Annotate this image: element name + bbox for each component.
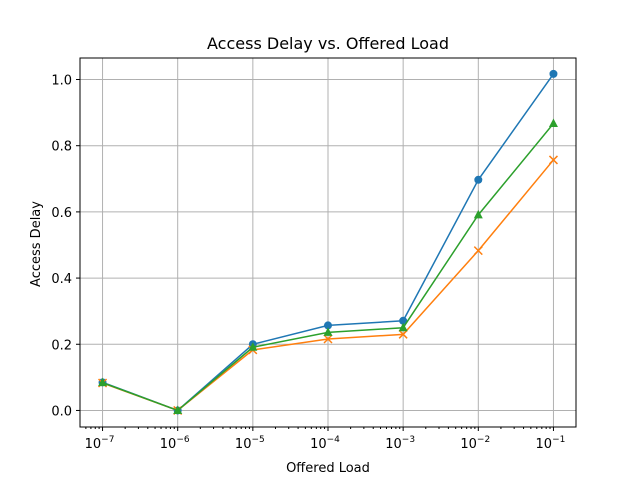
x-ticks: 10−7 10−6 10−5 10−4 10−3 10−2 10−1 bbox=[85, 427, 566, 452]
chart-title: Access Delay vs. Offered Load bbox=[207, 34, 449, 53]
data-point bbox=[248, 342, 258, 351]
y-tick-label: 0.6 bbox=[51, 206, 72, 221]
data-point bbox=[473, 209, 483, 219]
data-point bbox=[98, 377, 108, 387]
x-tick-label: 10−5 bbox=[235, 435, 265, 452]
data-point bbox=[548, 118, 558, 128]
y-axis-label: Access Delay bbox=[29, 201, 44, 287]
y-tick-label: 1.0 bbox=[51, 74, 72, 89]
y-tick-label: 0.2 bbox=[51, 338, 72, 353]
x-tick-label: 10−2 bbox=[460, 435, 490, 452]
x-tick-label: 10−1 bbox=[536, 435, 566, 452]
x-tick-label: 10−3 bbox=[385, 435, 415, 452]
y-tick-label: 0.4 bbox=[51, 272, 72, 287]
data-point bbox=[398, 329, 408, 339]
series-3 bbox=[98, 118, 558, 414]
grid bbox=[80, 58, 576, 427]
data-point bbox=[398, 322, 408, 332]
x-tick-label: 10−6 bbox=[160, 435, 190, 452]
data-point bbox=[549, 69, 558, 78]
y-tick-label: 0.0 bbox=[51, 404, 72, 419]
y-ticks: 0.0 0.2 0.4 0.6 0.8 1.0 bbox=[51, 74, 80, 419]
data-point bbox=[324, 321, 332, 330]
data-point bbox=[473, 246, 483, 256]
x-axis-label: Offered Load bbox=[286, 461, 370, 476]
x-tick-label: 10−4 bbox=[310, 435, 340, 452]
data-point bbox=[474, 175, 483, 184]
series-layer bbox=[98, 69, 558, 415]
y-tick-label: 0.8 bbox=[51, 140, 72, 155]
data-point bbox=[548, 155, 558, 165]
data-point bbox=[399, 316, 408, 325]
data-point bbox=[323, 327, 333, 336]
data-point bbox=[173, 405, 183, 414]
x-tick-label: 10−7 bbox=[85, 435, 115, 452]
data-point bbox=[323, 334, 333, 344]
